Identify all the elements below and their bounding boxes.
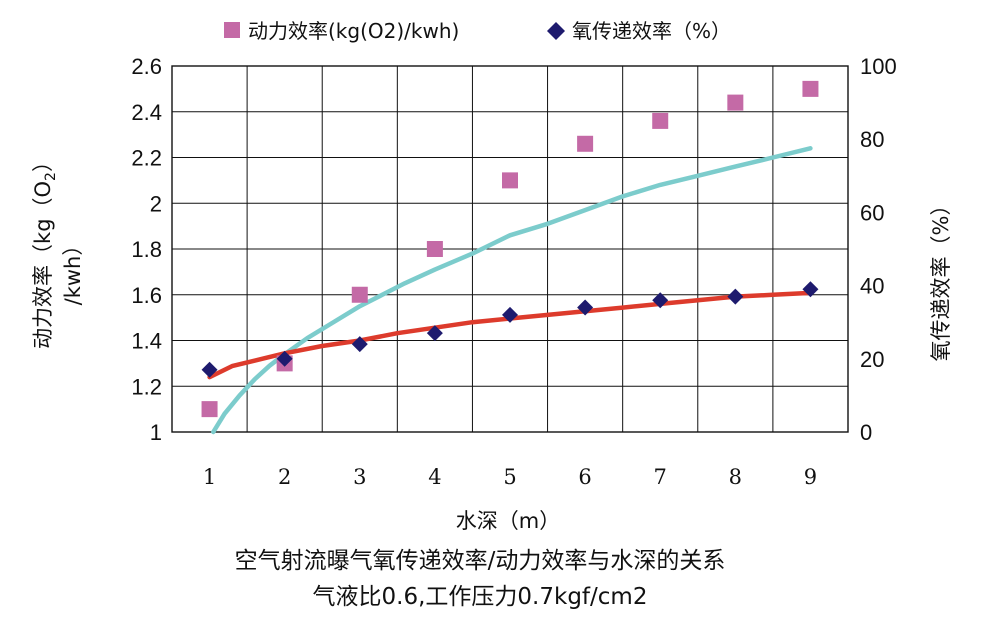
power-efficiency-point xyxy=(351,286,368,303)
x-axis-ticks: 1 2 3 4 5 6 7 8 9 xyxy=(203,465,817,489)
legend: 动力效率(kg(O2)/kwh) 氧传递效率（%） xyxy=(224,19,731,43)
power-efficiency-point xyxy=(652,112,669,129)
x-tick-label: 4 xyxy=(428,465,441,489)
left-tick-label: 2.4 xyxy=(131,100,162,125)
x-tick-label: 2 xyxy=(278,465,291,489)
left-tick-label: 2.6 xyxy=(131,54,162,79)
power-efficiency-point xyxy=(502,172,518,189)
left-axis-ticks: 1 1.2 1.4 1.6 1.8 2 2.2 2.4 2.6 xyxy=(131,54,162,445)
x-tick-label: 1 xyxy=(203,465,216,489)
left-axis-title-part1: 动力效率（kg（O xyxy=(31,181,55,349)
oxygen-transfer-point xyxy=(802,281,819,298)
x-axis-title: 水深（m） xyxy=(456,509,560,533)
right-tick-label: 20 xyxy=(860,347,884,372)
oxygen-transfer-point xyxy=(652,292,669,309)
legend-square-marker xyxy=(224,22,240,38)
left-axis-title: 动力效率（kg（O2） /kwh） xyxy=(31,151,85,349)
left-tick-label: 2.2 xyxy=(131,146,162,171)
right-tick-label: 100 xyxy=(860,54,897,79)
x-tick-label: 5 xyxy=(503,465,516,489)
grid xyxy=(172,66,848,432)
left-tick-label: 1 xyxy=(150,420,162,445)
left-tick-label: 1.6 xyxy=(131,283,162,308)
right-tick-label: 40 xyxy=(860,274,884,299)
legend-label-power-efficiency: 动力效率(kg(O2)/kwh) xyxy=(248,19,459,43)
power-efficiency-point xyxy=(426,241,443,257)
oxygen-transfer-point xyxy=(201,361,218,378)
power-efficiency-point xyxy=(802,80,819,97)
left-axis-title-subscript: 2 xyxy=(43,172,59,181)
data-markers xyxy=(201,80,819,418)
power-efficiency-point xyxy=(577,135,594,152)
x-tick-label: 3 xyxy=(353,465,366,489)
power-efficiency-trend-line xyxy=(211,146,813,435)
oxygen-transfer-point xyxy=(276,350,293,367)
legend-diamond-marker xyxy=(547,22,565,40)
x-tick-label: 8 xyxy=(729,465,742,489)
x-tick-label: 9 xyxy=(804,465,817,489)
oxygen-transfer-point xyxy=(426,325,443,342)
power-efficiency-point xyxy=(727,94,744,111)
oxygen-transfer-point xyxy=(502,306,518,323)
right-tick-label: 0 xyxy=(860,420,872,445)
x-tick-label: 7 xyxy=(654,465,667,489)
left-tick-label: 1.8 xyxy=(131,237,162,262)
caption-line2: 气液比0.6,工作压力0.7kgf/cm2 xyxy=(313,584,648,610)
right-axis-title: 氧传递效率（%） xyxy=(929,195,953,362)
oxygen-transfer-point xyxy=(577,299,594,316)
caption-line1: 空气射流曝气氧传递效率/动力效率与水深的关系 xyxy=(235,548,726,574)
left-axis-title-line2: /kwh） xyxy=(61,235,85,306)
plot-frame xyxy=(171,65,849,433)
x-tick-label: 6 xyxy=(578,465,591,489)
left-tick-label: 1.4 xyxy=(131,329,162,354)
oxygen-transfer-point xyxy=(727,288,744,305)
left-tick-label: 1.2 xyxy=(131,374,162,399)
oxygen-transfer-trend-line xyxy=(207,290,813,380)
legend-label-oxygen-transfer: 氧传递效率（%） xyxy=(572,19,731,43)
power-efficiency-point xyxy=(201,401,218,418)
right-tick-label: 80 xyxy=(860,127,884,152)
oxygen-transfer-point xyxy=(351,336,368,353)
trend-lines xyxy=(207,146,813,435)
left-tick-label: 2 xyxy=(150,191,162,216)
left-axis-title-part1-end: ） xyxy=(31,151,55,172)
svg-text:动力效率（kg（O2）: 动力效率（kg（O2） xyxy=(31,151,59,349)
right-tick-label: 60 xyxy=(860,200,884,225)
right-axis-ticks: 0 20 40 60 80 100 xyxy=(860,54,897,445)
